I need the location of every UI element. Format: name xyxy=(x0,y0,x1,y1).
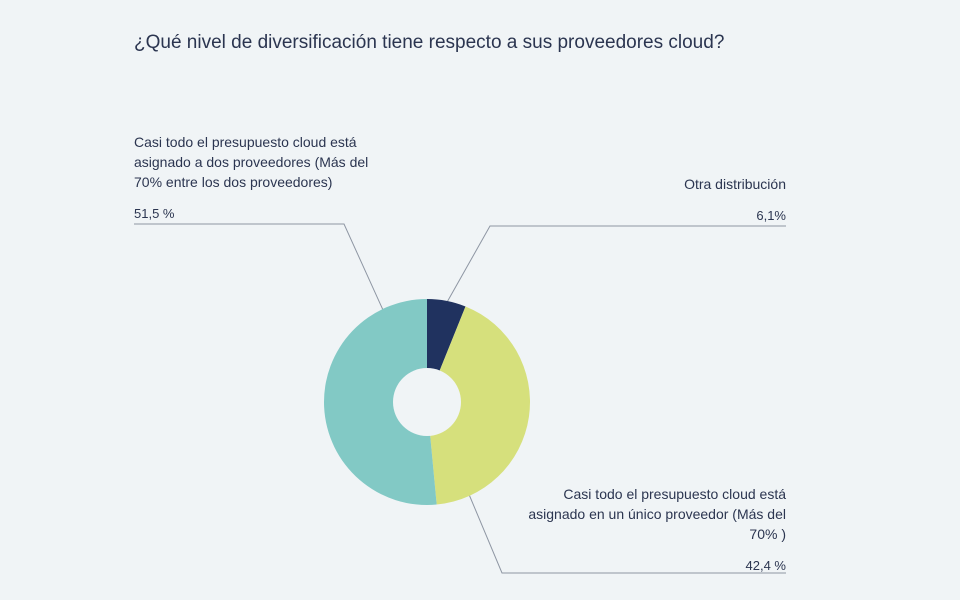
slice-dos-proveedores xyxy=(324,299,437,505)
callout-value: 6,1% xyxy=(756,208,786,223)
callout-otra-distribucion: Otra distribución 6,1% xyxy=(586,174,786,226)
callout-dos-proveedores: Casi todo el presupuesto cloud está asig… xyxy=(134,132,394,224)
leader-line-dos-proveedores xyxy=(134,223,384,311)
leader-line-otra-distribucion xyxy=(445,225,786,305)
callout-value: 42,4 % xyxy=(745,558,786,573)
callout-label: Otra distribución xyxy=(684,176,786,192)
callout-unico-proveedor: Casi todo el presupuesto cloud está asig… xyxy=(516,484,786,576)
callout-label: Casi todo el presupuesto cloud está asig… xyxy=(528,486,786,542)
chart-title: ¿Qué nivel de diversificación tiene resp… xyxy=(134,32,725,53)
leader-line-unico-proveedor xyxy=(467,491,786,574)
donut-hole xyxy=(393,368,461,436)
callout-label: Casi todo el presupuesto cloud está asig… xyxy=(134,134,369,190)
callout-value: 51,5 % xyxy=(134,206,175,221)
slice-unico-proveedor xyxy=(427,306,530,505)
